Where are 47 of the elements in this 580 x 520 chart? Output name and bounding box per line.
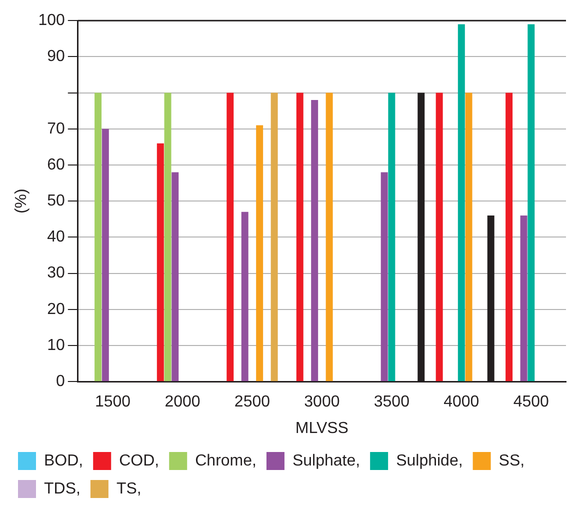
y-tick-label: 0 bbox=[56, 373, 65, 390]
bar bbox=[172, 172, 179, 382]
x-tick-label: 4000 bbox=[444, 394, 480, 411]
legend-label: TS, bbox=[116, 480, 142, 498]
bar bbox=[380, 172, 388, 382]
bar bbox=[311, 100, 318, 382]
bar bbox=[520, 216, 528, 382]
bar bbox=[458, 24, 465, 382]
x-tick-label: 3000 bbox=[304, 394, 340, 411]
bar bbox=[326, 92, 333, 382]
x-tick-label: 2000 bbox=[164, 394, 200, 411]
y-tick-label: 70 bbox=[47, 120, 65, 138]
bar bbox=[256, 125, 264, 382]
legend-label: COD, bbox=[119, 452, 160, 470]
legend-label: BOD, bbox=[44, 452, 84, 470]
bar bbox=[465, 92, 472, 382]
y-tick-label: 60 bbox=[47, 156, 65, 174]
y-tick-label: 50 bbox=[47, 192, 65, 210]
y-tick-label: 40 bbox=[47, 228, 65, 246]
bar bbox=[506, 92, 513, 382]
bar bbox=[156, 143, 164, 382]
x-axis-title: MLVSS bbox=[295, 420, 348, 437]
x-tick-label: 1500 bbox=[94, 394, 131, 411]
y-tick-label: 100 bbox=[38, 12, 65, 30]
legend-label: SS, bbox=[498, 452, 525, 470]
bar bbox=[436, 92, 443, 382]
bar bbox=[528, 24, 535, 382]
y-axis-title: (%) bbox=[13, 188, 30, 214]
x-tick-label: 2500 bbox=[234, 394, 270, 411]
bar bbox=[296, 92, 304, 382]
bar bbox=[164, 92, 172, 382]
y-tick-label: 90 bbox=[47, 48, 65, 66]
bar bbox=[94, 92, 102, 382]
bar bbox=[102, 128, 109, 382]
x-tick-label: 3500 bbox=[374, 394, 410, 411]
y-tick-label: 20 bbox=[47, 300, 65, 318]
legend-label: Sulphide, bbox=[396, 452, 463, 470]
y-tick-label: 30 bbox=[47, 264, 65, 282]
legend-label: Chrome, bbox=[195, 452, 256, 470]
bar bbox=[226, 92, 234, 382]
legend-label: TDS, bbox=[44, 480, 80, 498]
bar bbox=[241, 212, 248, 382]
legend-label: Sulphate, bbox=[292, 452, 360, 470]
bar bbox=[388, 92, 396, 382]
bar bbox=[270, 92, 278, 382]
y-tick-label: 10 bbox=[47, 336, 65, 354]
x-tick-label: 4500 bbox=[513, 394, 550, 411]
